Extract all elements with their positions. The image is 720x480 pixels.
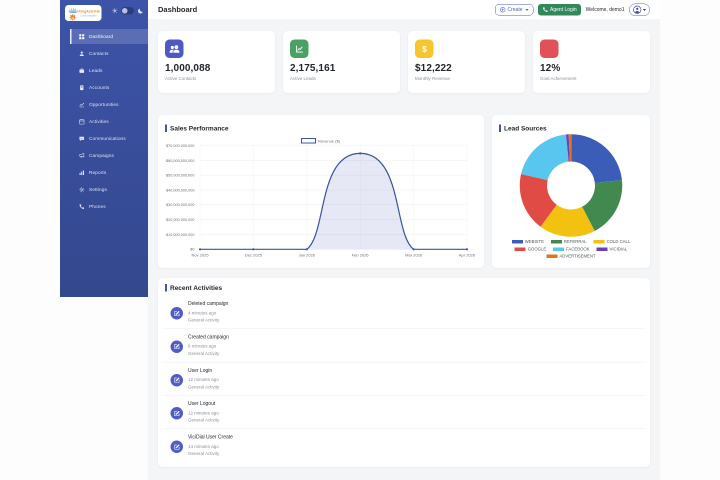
svg-text:$50,000,000,000: $50,000,000,000 <box>166 174 195 178</box>
svg-text:$10,000,000,000: $10,000,000,000 <box>166 233 195 237</box>
svg-text:$0: $0 <box>190 248 194 252</box>
svg-text:$: $ <box>422 45 427 54</box>
svg-text:$60,000,000,000: $60,000,000,000 <box>166 159 195 163</box>
svg-text:$70,000,000,000: $70,000,000,000 <box>166 144 195 148</box>
svg-text:$20,000,000,000: $20,000,000,000 <box>166 218 195 222</box>
svg-text:Dec 2025: Dec 2025 <box>245 253 263 258</box>
svg-text:$30,000,000,000: $30,000,000,000 <box>166 203 195 207</box>
svg-text:$40,000,000,000: $40,000,000,000 <box>166 188 195 192</box>
svg-text:Jan 2026: Jan 2026 <box>299 253 316 258</box>
svg-text:Revenue ($): Revenue ($) <box>318 139 341 144</box>
svg-text:Nov 2025: Nov 2025 <box>191 253 209 258</box>
svg-text:KingAsterisk: KingAsterisk <box>79 10 101 14</box>
svg-text:Apr 2026: Apr 2026 <box>459 253 476 258</box>
svg-text:Mar 2026: Mar 2026 <box>405 253 423 258</box>
svg-text:Communication: Communication <box>81 14 98 17</box>
svg-text:Feb 2026: Feb 2026 <box>352 253 370 258</box>
